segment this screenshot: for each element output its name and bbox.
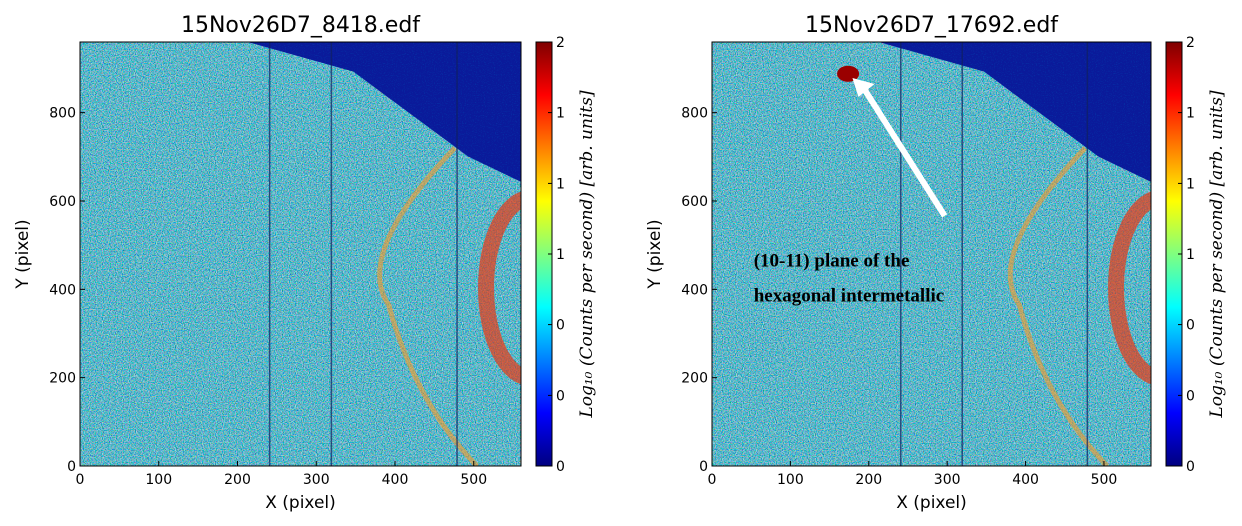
y-tick-label: 400 (681, 282, 708, 298)
y-tick-label: 200 (49, 371, 76, 387)
x-tick-label: 300 (934, 472, 961, 488)
x-tick-label: 200 (855, 472, 882, 488)
heatmap-image (712, 42, 1151, 466)
colorbar-label: Log₁₀ (Counts per second) [arb. units] (1207, 90, 1227, 419)
annotation-text: hexagonal intermetallic (754, 286, 945, 307)
x-tick-label: 400 (382, 472, 409, 488)
bright-spot (837, 65, 860, 82)
x-tick-label: 100 (777, 472, 804, 488)
annotation-arrowhead (852, 78, 875, 98)
x-axis-label: X (pixel) (896, 493, 967, 513)
y-axis-label: Y (pixel) (13, 219, 33, 289)
colorbar-tick-label: 0 (1186, 459, 1195, 475)
y-tick-label: 800 (49, 106, 76, 122)
x-tick-label: 400 (1012, 472, 1039, 488)
x-tick-label: 0 (76, 472, 85, 488)
y-tick-label: 800 (681, 106, 708, 122)
heatmap-noise (80, 42, 521, 466)
plot-frame (711, 41, 1152, 467)
y-tick-label: 400 (49, 282, 76, 298)
y-tick-label: 0 (67, 459, 76, 475)
y-tick-label: 200 (681, 371, 708, 387)
x-tick-label: 300 (303, 472, 330, 488)
colorbar-label: Log₁₀ (Counts per second) [arb. units] (577, 90, 597, 419)
x-axis-label: X (pixel) (265, 493, 336, 513)
colorbar-tick-label: 0 (556, 318, 565, 334)
x-tick-label: 500 (460, 472, 487, 488)
x-tick-label: 0 (708, 472, 717, 488)
colorbar-tick-label: 1 (556, 247, 565, 263)
heatmap-image (80, 42, 521, 466)
chart-title: 15Nov26D7_17692.edf (805, 13, 1059, 38)
y-axis-label: Y (pixel) (645, 219, 665, 289)
colorbar-tick-label: 0 (556, 388, 565, 404)
colorbar-tick-label: 1 (1186, 106, 1195, 122)
colorbar-tick-label: 0 (556, 459, 565, 475)
x-tick-label: 100 (145, 472, 172, 488)
heatmap-noise (712, 42, 1151, 466)
chart-title: 15Nov26D7_8418.edf (181, 13, 421, 38)
colorbar-tick-label: 0 (1186, 388, 1195, 404)
plot-frame (79, 41, 522, 467)
x-tick-label: 200 (224, 472, 251, 488)
colorbar-tick-label: 0 (1186, 318, 1195, 334)
y-tick-label: 600 (681, 194, 708, 210)
y-tick-label: 0 (699, 459, 708, 475)
x-tick-label: 500 (1091, 472, 1118, 488)
annotation-text: (10-11) plane of the (754, 251, 910, 272)
colorbar-tick-label: 1 (556, 176, 565, 192)
colorbar-tick-label: 1 (1186, 247, 1195, 263)
colorbar-tick-label: 2 (556, 35, 565, 51)
colorbar-tick-label: 1 (1186, 176, 1195, 192)
colorbar-tick-label: 1 (556, 106, 565, 122)
annotation-arrow (858, 82, 948, 218)
y-tick-label: 600 (49, 194, 76, 210)
colorbar-tick-label: 2 (1186, 35, 1195, 51)
